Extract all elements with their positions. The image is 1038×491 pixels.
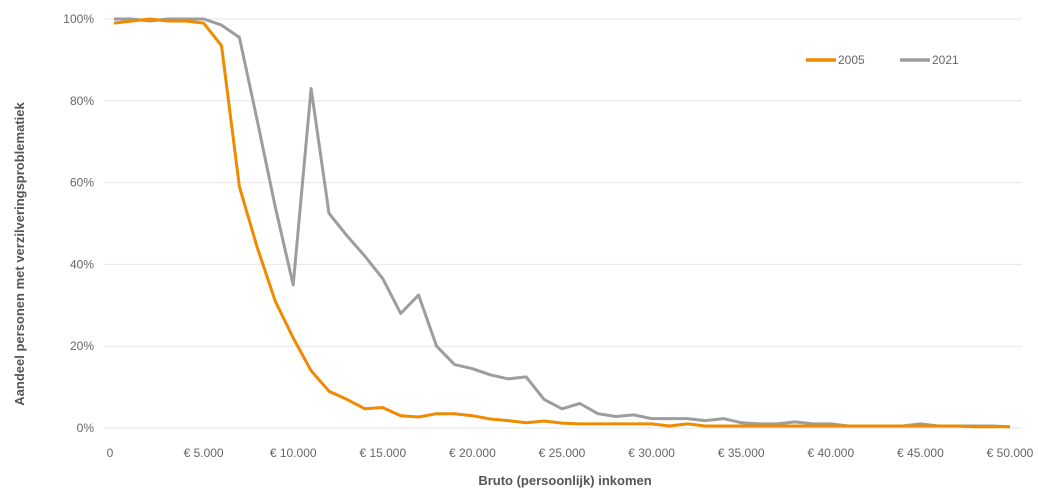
x-axis-ticks: 0 € 5.000 € 10.000 € 15.000 € 20.000 € 25.000… [107,446,1034,460]
x-tick-label: 0 [107,446,114,460]
x-axis-title: Bruto (persoonlijk) inkomen [478,473,651,488]
x-tick-label: € 40.000 [807,446,854,460]
x-tick-label: € 15.000 [359,446,406,460]
legend-label-2021: 2021 [932,53,959,67]
y-tick-label: 100% [63,12,94,26]
y-tick-label: 20% [70,339,94,353]
x-tick-label: € 5.000 [184,446,224,460]
x-tick-label: € 50.000 [987,446,1034,460]
gridlines [104,18,1022,429]
legend: 2005 2021 [806,53,959,67]
x-tick-label: € 30.000 [628,446,675,460]
series-lines [113,17,1011,429]
y-tick-label: 60% [70,176,94,190]
y-tick-label: 80% [70,94,94,108]
y-axis-title: Aandeel personen met verzilveringsproble… [12,102,27,406]
x-tick-label: € 20.000 [449,446,496,460]
x-tick-label: € 45.000 [897,446,944,460]
x-tick-label: € 10.000 [270,446,317,460]
y-tick-label: 40% [70,257,94,271]
x-tick-label: € 25.000 [539,446,586,460]
series-line-2021 [114,17,1011,429]
x-tick-label: € 35.000 [718,446,765,460]
y-axis-ticks: 0% 20% 40% 60% 80% 100% [63,12,94,435]
y-tick-label: 0% [77,421,95,435]
series-line-2005 [113,17,1010,429]
legend-label-2005: 2005 [838,53,865,67]
